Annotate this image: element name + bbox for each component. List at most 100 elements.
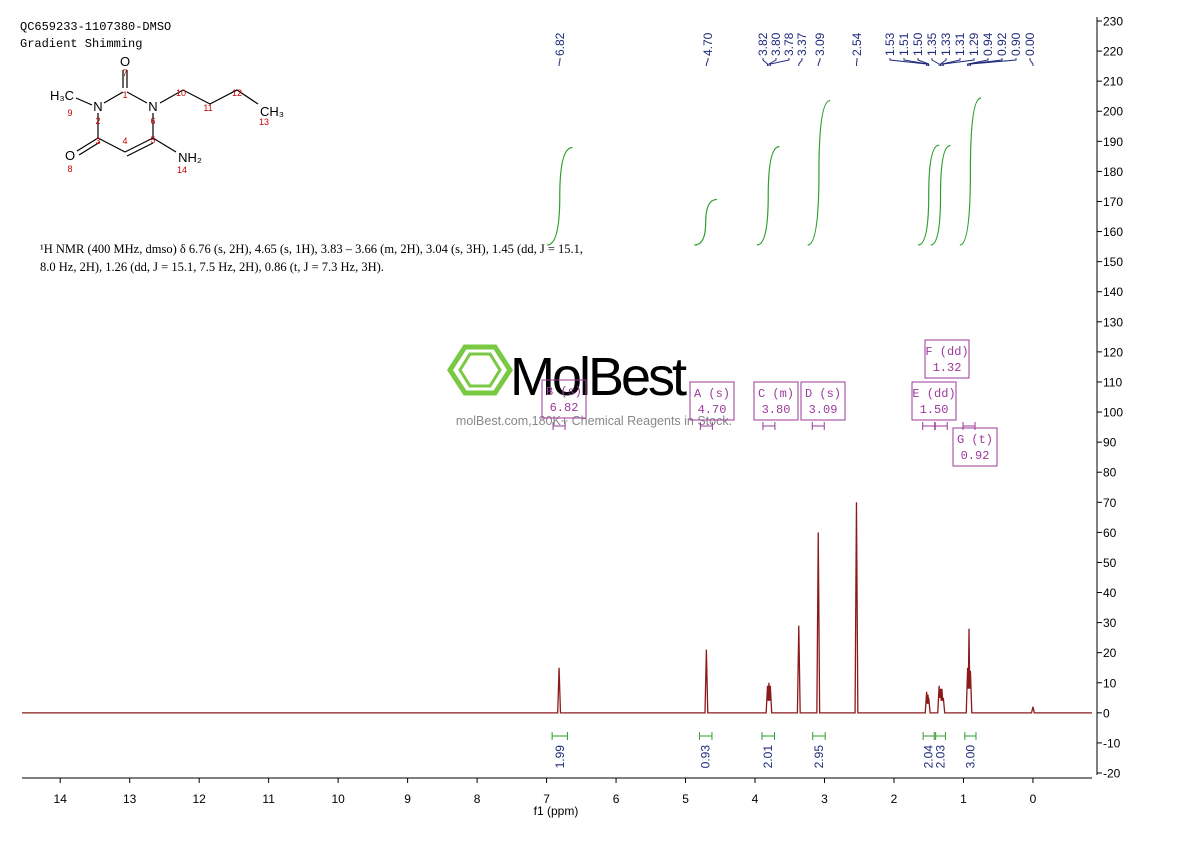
x-tick-label: 11	[262, 792, 275, 806]
y-tick-label: 180	[1103, 165, 1123, 179]
atom-label: O	[120, 54, 130, 69]
multiplet-label: C (m)	[758, 387, 794, 401]
integral-curve	[756, 145, 780, 246]
peak-label: 0.92	[995, 32, 1009, 56]
x-tick-label: 7	[543, 792, 550, 806]
peak-label: 1.29	[967, 32, 981, 56]
atom-number: 1	[122, 90, 127, 100]
atom-label: CH₃	[260, 104, 284, 119]
y-tick-label: 210	[1103, 75, 1123, 89]
atom-number: 4	[122, 136, 127, 146]
x-tick-label: 9	[404, 792, 411, 806]
atom-number: 7	[122, 68, 127, 78]
y-tick-label: 150	[1103, 255, 1123, 269]
x-tick-label: 13	[123, 792, 137, 806]
peak-connector	[558, 58, 561, 66]
peak-connector	[1029, 58, 1034, 66]
multiplet-label: A (s)	[694, 387, 730, 401]
integral-bracket	[922, 732, 935, 740]
y-tick-label: 70	[1103, 496, 1117, 510]
integral-bracket	[551, 732, 568, 740]
integral-label: 2.01	[761, 745, 775, 769]
multiplet-tick	[962, 422, 976, 430]
multiplet-tick	[762, 422, 776, 430]
y-tick-label: 50	[1103, 556, 1117, 570]
nmr-annotation: ¹H NMR (400 MHz, dmso) δ 6.76 (s, 2H), 4…	[40, 242, 584, 274]
y-tick-label: 80	[1103, 466, 1117, 480]
y-tick-label: 100	[1103, 406, 1123, 420]
y-tick-label: 220	[1103, 45, 1123, 59]
integral-label: 2.03	[934, 745, 948, 769]
integral-curve	[694, 198, 718, 246]
peak-connector	[968, 58, 1003, 66]
atom-label: N	[93, 99, 102, 114]
integral-curve	[959, 97, 982, 246]
integral-bracket	[812, 732, 826, 740]
y-tick-label: 130	[1103, 315, 1123, 329]
peak-label: 3.82	[756, 32, 770, 56]
atom-label: NH₂	[178, 150, 202, 165]
x-tick-label: 1	[960, 792, 967, 806]
y-tick-label: 160	[1103, 225, 1123, 239]
atom-number: 3	[95, 136, 100, 146]
peak-label: 0.00	[1023, 32, 1037, 56]
watermark-logo-icon	[447, 344, 513, 396]
y-tick-label: 110	[1103, 375, 1122, 389]
multiplet-box	[924, 339, 970, 379]
peak-connector	[855, 58, 858, 66]
atom-number: 5	[150, 135, 155, 145]
peak-connector	[769, 58, 790, 66]
integral-curve	[547, 146, 573, 246]
peak-connector	[967, 58, 989, 66]
peak-connector	[917, 58, 930, 66]
peak-label: 2.54	[850, 32, 864, 56]
multiplet-shift: 0.92	[961, 449, 990, 463]
integral-curve	[918, 144, 940, 246]
watermark-logo: MolBest	[510, 347, 687, 407]
multiplet-box	[800, 381, 846, 421]
multiplet-tick	[811, 422, 825, 430]
integral-curve	[807, 99, 831, 246]
x-tick-label: 0	[1030, 792, 1037, 806]
peak-connector	[903, 58, 929, 66]
y-tick-label: 40	[1103, 586, 1117, 600]
atom-number: 10	[176, 88, 186, 98]
multiplet-shift: 3.09	[809, 403, 838, 417]
integral-label: 1.99	[553, 745, 567, 769]
x-tick-label: 3	[821, 792, 828, 806]
peak-connector	[931, 58, 940, 66]
y-tick-label: 30	[1103, 616, 1117, 630]
spectrum-line	[22, 502, 1092, 714]
peak-label: 1.33	[939, 32, 953, 56]
peak-label: 0.94	[981, 32, 995, 56]
integral-bracket	[761, 732, 775, 740]
multiplet-label: B (s)	[546, 385, 582, 399]
peak-label: 1.31	[953, 32, 967, 56]
multiplet-label: E (dd)	[912, 387, 955, 401]
integral-bracket	[698, 732, 713, 740]
atom-number: 6	[150, 116, 155, 126]
peak-label: 1.51	[897, 32, 911, 56]
y-tick-label: 60	[1103, 526, 1117, 540]
structure-bonds	[75, 70, 259, 157]
peak-label: 1.35	[925, 32, 939, 56]
y-tick-label: 200	[1103, 105, 1123, 119]
peak-connector	[768, 58, 777, 66]
peak-label: 3.78	[782, 32, 796, 56]
multiplet-tick	[922, 422, 936, 430]
peak-connector	[798, 58, 803, 66]
watermark-text: molBest.com,180K+ Chemical Reagents in S…	[456, 414, 732, 428]
atom-number: 8	[67, 164, 72, 174]
integral-bracket	[935, 732, 946, 740]
y-tick-label: -10	[1103, 736, 1121, 750]
peak-connector	[705, 58, 709, 66]
multiplet-box	[911, 381, 957, 421]
multiplet-tick	[699, 422, 713, 430]
peak-label: 3.37	[795, 32, 809, 56]
multiplet-label: F (dd)	[925, 345, 968, 359]
integral-label: 0.93	[699, 745, 713, 769]
peak-label: 1.53	[883, 32, 897, 56]
x-axis-label: f1 (ppm)	[534, 804, 579, 818]
peak-label: 1.50	[911, 32, 925, 56]
